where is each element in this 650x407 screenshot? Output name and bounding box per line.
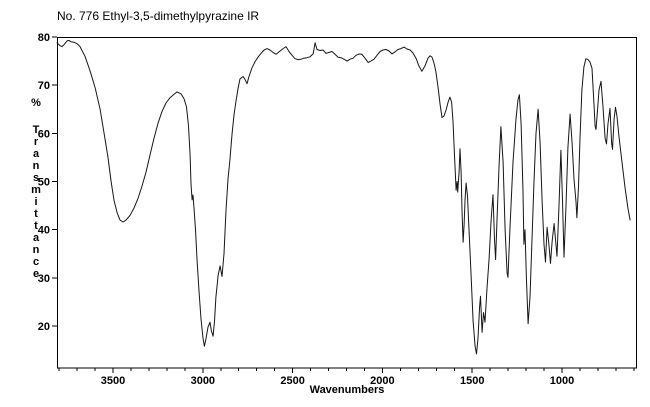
y-axis-title-letter: c xyxy=(33,256,39,268)
y-axis-title-letter: n xyxy=(33,160,40,172)
y-axis-tick-labels: 80 70 60 50 40 30 20 xyxy=(38,32,50,333)
y-axis-title-letter: a xyxy=(33,232,40,244)
y-tick-label: 20 xyxy=(38,321,50,333)
y-tick-label: 40 xyxy=(38,225,50,237)
y-axis-title-letter: e xyxy=(33,268,39,280)
y-tick-label: 80 xyxy=(38,32,50,44)
y-axis-title-letter: i xyxy=(34,196,37,208)
y-tick-label: 50 xyxy=(38,177,50,189)
x-tick-label: 1500 xyxy=(460,375,484,387)
x-tick-label: 2000 xyxy=(370,375,394,387)
y-axis-title-letter: n xyxy=(33,244,40,256)
y-axis-title-letter: T xyxy=(33,124,40,136)
x-axis-ticks xyxy=(58,368,635,373)
x-tick-label: 3000 xyxy=(191,375,215,387)
y-axis-title-letter: t xyxy=(34,208,38,220)
x-axis-title: Wavenumbers xyxy=(310,384,385,396)
x-tick-label: 2500 xyxy=(280,375,304,387)
y-axis-title-letter: s xyxy=(33,172,39,184)
y-tick-label: 30 xyxy=(38,273,50,285)
y-tick-label: 70 xyxy=(38,80,50,92)
y-axis-title-percent: % xyxy=(31,97,41,109)
ir-spectrum-line xyxy=(56,39,631,355)
y-axis-title-letter: r xyxy=(34,136,39,148)
y-tick-label: 60 xyxy=(38,128,50,140)
spectrum-trace xyxy=(56,39,631,355)
y-axis-title-letter: a xyxy=(33,148,40,160)
y-axis-title-letter: t xyxy=(34,220,38,232)
plot-border xyxy=(57,37,637,369)
chart-title: No. 776 Ethyl-3,5-dimethylpyrazine IR xyxy=(57,9,260,23)
x-axis-tick-labels: 3500 3000 2500 2000 1500 1000 xyxy=(101,375,574,387)
y-axis-ticks xyxy=(52,36,57,327)
y-axis-title-letter: m xyxy=(31,184,41,196)
x-tick-label: 3500 xyxy=(101,375,125,387)
x-tick-label: 1000 xyxy=(550,375,574,387)
